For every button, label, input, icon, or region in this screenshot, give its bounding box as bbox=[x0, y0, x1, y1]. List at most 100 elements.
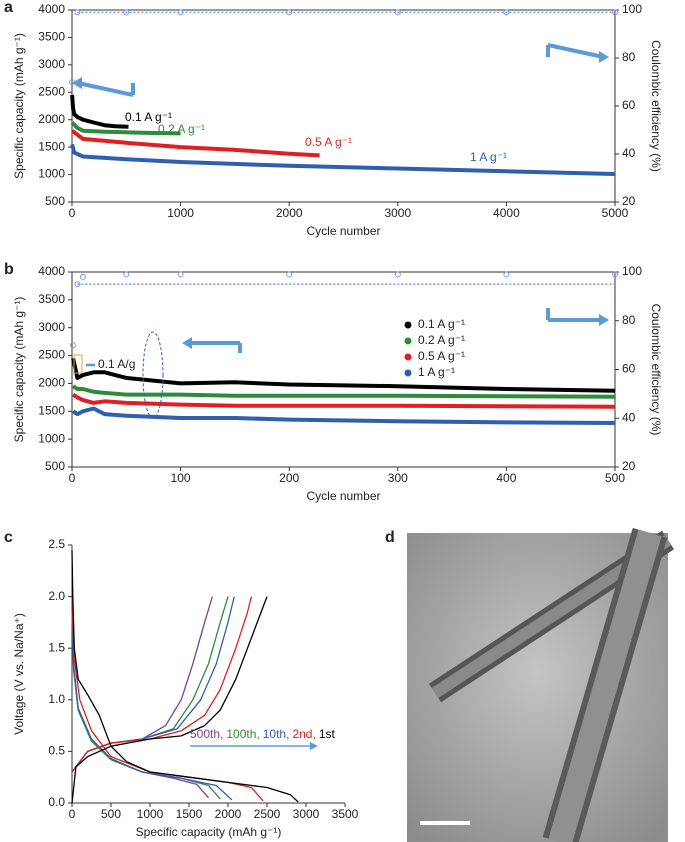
y-tick-label: 3000 bbox=[38, 320, 65, 334]
y-tick-label: 1000 bbox=[38, 167, 65, 181]
arrow bbox=[547, 43, 604, 59]
ce-point bbox=[394, 271, 401, 278]
y-tick-label: 2.0 bbox=[48, 589, 65, 603]
x-axis-label: Specific capacity (mAh g⁻¹) bbox=[136, 825, 282, 839]
y-axis-label: Specific capacity (mAh g⁻¹) bbox=[12, 297, 26, 443]
y2-tick-label: 100 bbox=[622, 2, 642, 16]
y-tick-label: 4000 bbox=[38, 264, 65, 278]
series-line bbox=[71, 550, 299, 804]
legend-label: 500th, bbox=[190, 727, 223, 741]
arrow-head bbox=[72, 77, 82, 89]
legend-label: 100th, bbox=[226, 727, 259, 741]
y2-axis-label: Coulombic efficiency (%) bbox=[649, 304, 663, 436]
legend-marker bbox=[404, 353, 412, 361]
ce-point bbox=[503, 271, 510, 278]
series-line bbox=[71, 596, 264, 802]
y-tick-label: 2500 bbox=[38, 84, 65, 98]
series-line bbox=[71, 357, 616, 393]
legend-label: 2nd, bbox=[292, 727, 315, 741]
x-tick-label: 5000 bbox=[602, 206, 629, 220]
legend-label: 0.5 A g⁻¹ bbox=[418, 349, 465, 363]
y2-tick-label: 60 bbox=[622, 98, 636, 112]
legend-label: 0.1 A g⁻¹ bbox=[418, 317, 465, 331]
legend-label: 1 A g⁻¹ bbox=[418, 365, 455, 379]
y2-tick-label: 20 bbox=[622, 194, 636, 208]
x-axis-label: Cycle number bbox=[306, 489, 380, 503]
ce-point bbox=[123, 271, 130, 278]
panel-label: c bbox=[4, 529, 13, 546]
series-label: 0.2 A g⁻¹ bbox=[158, 122, 205, 136]
series-line bbox=[70, 94, 129, 129]
legend-marker bbox=[404, 321, 412, 329]
y2-tick-label: 60 bbox=[622, 362, 636, 376]
series-line bbox=[72, 406, 616, 425]
arrow-head bbox=[310, 742, 318, 750]
x-tick-label: 3000 bbox=[293, 807, 320, 821]
series-line bbox=[70, 129, 320, 158]
series-line bbox=[71, 596, 214, 799]
x-tick-label: 2000 bbox=[276, 206, 303, 220]
legend-label: 0.2 A g⁻¹ bbox=[418, 333, 465, 347]
x-tick-label: 2000 bbox=[215, 807, 242, 821]
series-label: 0.5 A g⁻¹ bbox=[305, 135, 352, 149]
panel-label: d bbox=[385, 529, 395, 546]
x-tick-label: 400 bbox=[496, 471, 516, 485]
y-tick-label: 2000 bbox=[38, 112, 65, 126]
panel-label: b bbox=[4, 261, 14, 278]
y2-tick-label: 40 bbox=[622, 410, 636, 424]
axes bbox=[71, 545, 345, 804]
fiber-core bbox=[548, 529, 662, 842]
y-tick-label: 0.0 bbox=[48, 795, 65, 809]
y-tick-label: 1000 bbox=[38, 431, 65, 445]
x-tick-label: 0 bbox=[69, 206, 76, 220]
series-line bbox=[72, 384, 616, 399]
x-tick-label: 500 bbox=[101, 807, 121, 821]
y-tick-label: 2500 bbox=[38, 348, 65, 362]
x-tick-label: 300 bbox=[388, 471, 408, 485]
series-line bbox=[71, 596, 229, 800]
x-tick-label: 200 bbox=[279, 471, 299, 485]
x-tick-label: 2500 bbox=[254, 807, 281, 821]
ce-point bbox=[503, 9, 510, 16]
series-line bbox=[71, 596, 235, 801]
ce-point bbox=[74, 9, 81, 16]
tem-image bbox=[407, 527, 675, 842]
ce-point bbox=[79, 273, 86, 280]
y-tick-label: 1500 bbox=[38, 403, 65, 417]
y-tick-label: 2.5 bbox=[48, 537, 65, 551]
x-tick-label: 4000 bbox=[493, 206, 520, 220]
ce-point bbox=[177, 271, 184, 278]
x-tick-label: 500 bbox=[605, 471, 625, 485]
y-tick-label: 500 bbox=[45, 194, 65, 208]
y2-tick-label: 20 bbox=[622, 459, 636, 473]
ce-point bbox=[123, 9, 130, 16]
panel-label: a bbox=[4, 0, 13, 16]
y2-tick-label: 100 bbox=[622, 264, 642, 278]
x-axis-label: Cycle number bbox=[306, 224, 380, 238]
x-tick-label: 100 bbox=[171, 471, 191, 485]
ce-point bbox=[70, 342, 77, 349]
y-tick-label: 1500 bbox=[38, 139, 65, 153]
y-tick-label: 0.5 bbox=[48, 744, 65, 758]
arrow-head bbox=[182, 337, 192, 349]
ce-point bbox=[612, 271, 618, 278]
series-line bbox=[70, 121, 181, 136]
y-axis-label: Specific capacity (mAh g⁻¹) bbox=[12, 33, 26, 179]
legend-marker bbox=[404, 337, 412, 345]
y-tick-label: 1.5 bbox=[48, 640, 65, 654]
series-line bbox=[72, 392, 616, 409]
ce-point bbox=[612, 9, 618, 16]
x-tick-label: 3500 bbox=[332, 807, 359, 821]
series-label: 1 A g⁻¹ bbox=[470, 150, 507, 164]
annotation: 0.1 A/g bbox=[98, 357, 135, 371]
plot-frame bbox=[71, 271, 616, 468]
x-tick-label: 0 bbox=[69, 807, 76, 821]
x-tick-label: 1000 bbox=[137, 807, 164, 821]
highlight bbox=[142, 331, 164, 419]
legend-label: 10th, bbox=[263, 727, 290, 741]
x-tick-label: 1500 bbox=[176, 807, 203, 821]
arrow-head bbox=[599, 314, 609, 326]
x-tick-label: 0 bbox=[69, 471, 76, 485]
